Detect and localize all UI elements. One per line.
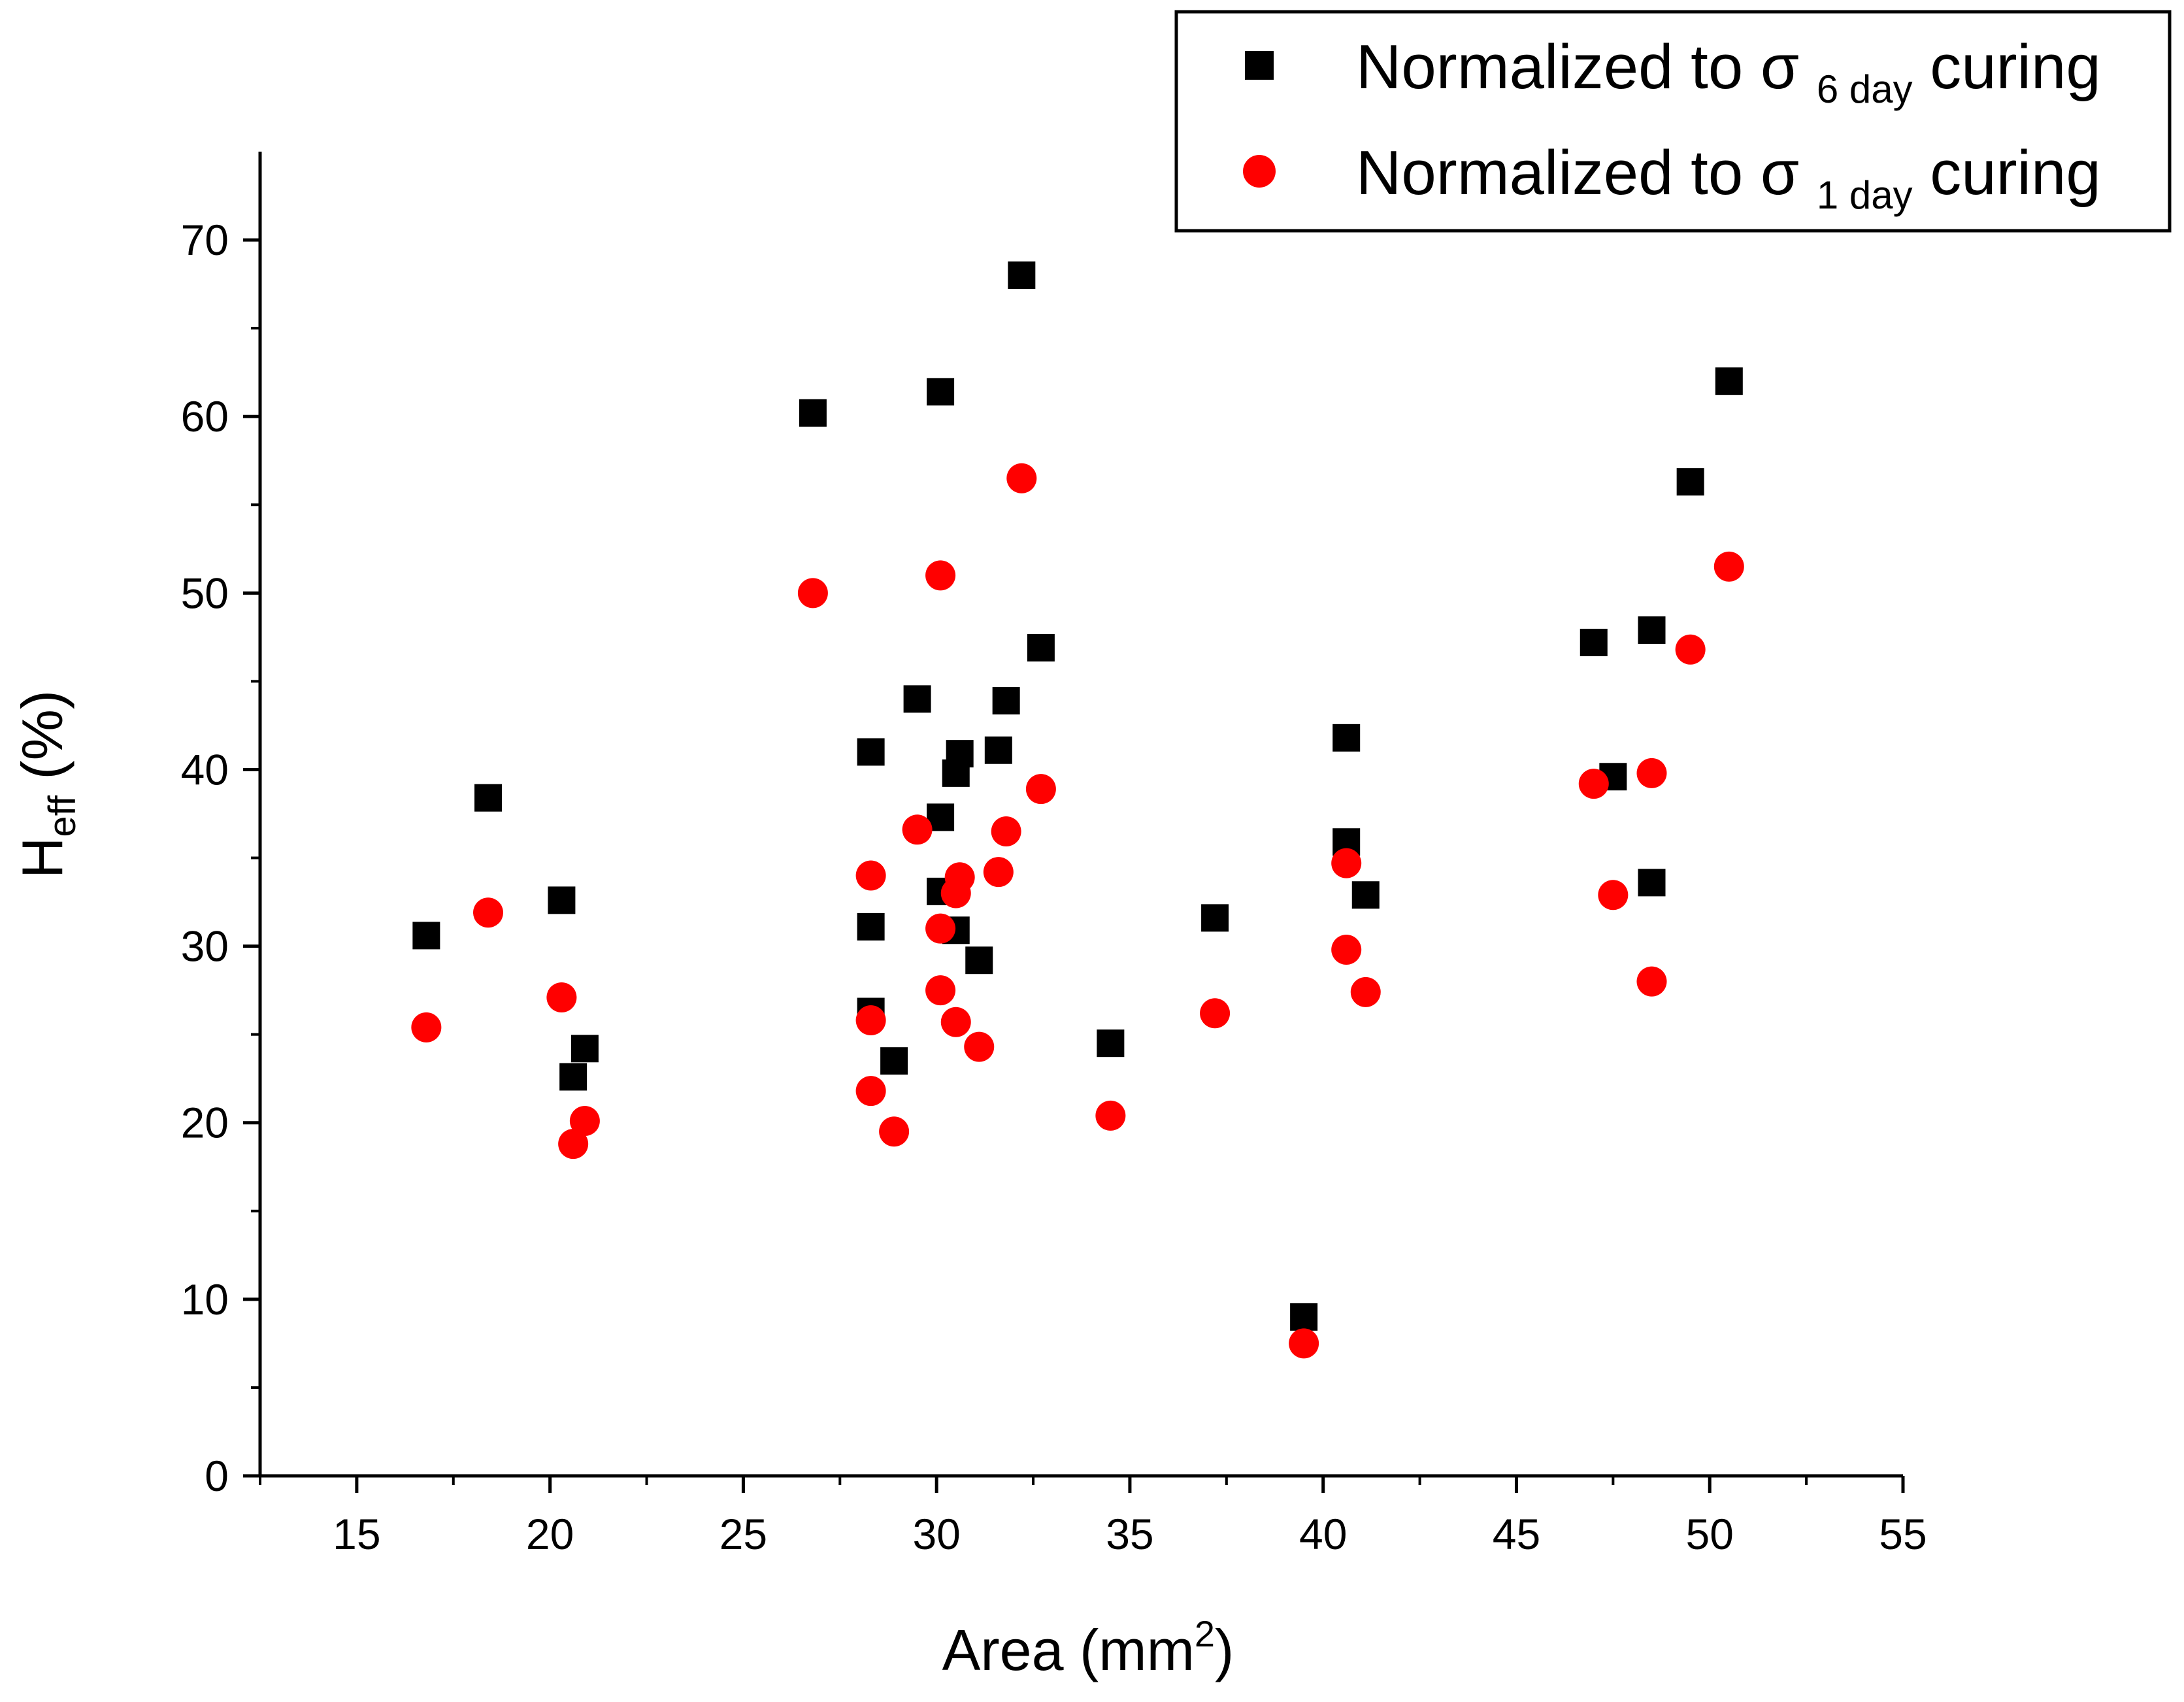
data-point-6-day — [992, 687, 1020, 715]
data-point-1-day — [473, 897, 504, 928]
data-point-6-day — [1638, 616, 1666, 644]
legend-marker-circle — [1243, 155, 1276, 188]
x-tick-label: 15 — [333, 1510, 380, 1558]
legend-marker-square — [1245, 51, 1274, 80]
data-point-1-day — [1006, 463, 1037, 493]
x-tick-label: 30 — [912, 1510, 960, 1558]
data-point-6-day — [474, 784, 503, 812]
data-point-1-day — [569, 1106, 600, 1137]
data-point-1-day — [983, 857, 1014, 888]
x-tick-label: 20 — [526, 1510, 574, 1558]
data-point-6-day — [903, 685, 931, 713]
data-point-6-day — [1638, 869, 1666, 897]
y-tick-label: 70 — [181, 216, 229, 264]
data-point-6-day — [1580, 628, 1608, 656]
data-point-6-day — [857, 912, 885, 941]
data-point-1-day — [1331, 848, 1362, 878]
data-point-1-day — [1636, 966, 1667, 997]
data-point-1-day — [1598, 880, 1629, 910]
data-points — [411, 261, 1744, 1359]
y-tick-label: 0 — [205, 1452, 229, 1500]
x-tick-label: 25 — [720, 1510, 767, 1558]
data-point-6-day — [571, 1035, 599, 1063]
data-point-1-day — [855, 1005, 886, 1036]
y-tick-label: 20 — [181, 1099, 229, 1147]
data-point-6-day — [1715, 367, 1743, 395]
data-point-6-day — [946, 740, 974, 768]
y-axis-title: Heff (%) — [10, 690, 84, 878]
x-tick-label: 40 — [1299, 1510, 1347, 1558]
data-point-1-day — [940, 1007, 971, 1037]
data-point-6-day — [548, 886, 576, 914]
data-point-1-day — [855, 1076, 886, 1107]
y-tick-label: 40 — [181, 745, 229, 793]
data-point-1-day — [411, 1012, 442, 1043]
x-tick-label: 50 — [1686, 1510, 1734, 1558]
data-point-6-day — [984, 736, 1012, 764]
data-point-1-day — [546, 982, 577, 1012]
data-point-1-day — [944, 862, 975, 893]
data-point-6-day — [1332, 724, 1361, 752]
data-point-1-day — [925, 913, 956, 944]
data-point-6-day — [1201, 904, 1229, 932]
data-point-1-day — [902, 814, 933, 845]
data-point-6-day — [412, 922, 440, 950]
data-point-1-day — [1331, 935, 1362, 965]
data-point-1-day — [1713, 551, 1744, 582]
legend: Normalized to σ 6 day curing Normalized … — [1174, 10, 2172, 233]
data-point-6-day — [1097, 1029, 1125, 1058]
x-axis-title-sup: 2 — [1195, 1613, 1215, 1654]
data-point-6-day — [1351, 881, 1380, 909]
data-point-1-day — [1200, 998, 1231, 1029]
x-axis-title: Area (mm2) — [942, 1613, 1234, 1682]
data-point-6-day — [965, 946, 993, 975]
data-point-6-day — [559, 1063, 587, 1091]
data-point-1-day — [558, 1129, 589, 1160]
x-tick-label: 45 — [1493, 1510, 1540, 1558]
data-point-6-day — [1008, 261, 1036, 290]
x-tick-label: 35 — [1106, 1510, 1153, 1558]
y-axis-title-sub: eff — [41, 795, 84, 837]
data-point-6-day — [880, 1047, 908, 1075]
data-point-1-day — [991, 816, 1021, 847]
data-point-1-day — [1350, 976, 1381, 1007]
data-point-1-day — [1289, 1328, 1319, 1359]
data-point-6-day — [1290, 1303, 1318, 1331]
legend-box — [1174, 10, 2172, 233]
axes: 0 10 20 30 40 50 60 70 15 20 25 30 35 40 45 50 55 — [181, 152, 1927, 1558]
data-point-6-day — [1676, 468, 1704, 496]
data-point-1-day — [1095, 1100, 1126, 1131]
data-point-1-day — [1636, 758, 1667, 788]
data-point-6-day — [799, 399, 827, 427]
data-point-6-day — [1027, 634, 1055, 662]
y-tick-label: 10 — [181, 1275, 229, 1324]
data-point-1-day — [1675, 634, 1706, 665]
data-point-6-day — [927, 378, 955, 406]
x-tick-label: 55 — [1879, 1510, 1927, 1558]
data-point-1-day — [925, 560, 956, 591]
legend-label-1-day: Normalized to σ 1 day curing — [1356, 138, 2101, 217]
y-tick-label: 50 — [181, 569, 229, 617]
legend-label-6-day: Normalized to σ 6 day curing — [1356, 32, 2101, 111]
y-tick-label: 30 — [181, 922, 229, 971]
data-point-1-day — [925, 975, 956, 1006]
data-point-1-day — [1025, 774, 1056, 805]
data-point-6-day — [857, 738, 885, 766]
y-tick-label: 60 — [181, 392, 229, 441]
data-point-1-day — [855, 860, 886, 891]
data-point-1-day — [964, 1031, 995, 1062]
data-point-1-day — [879, 1116, 910, 1147]
data-point-1-day — [1578, 769, 1609, 799]
data-point-1-day — [797, 578, 828, 609]
